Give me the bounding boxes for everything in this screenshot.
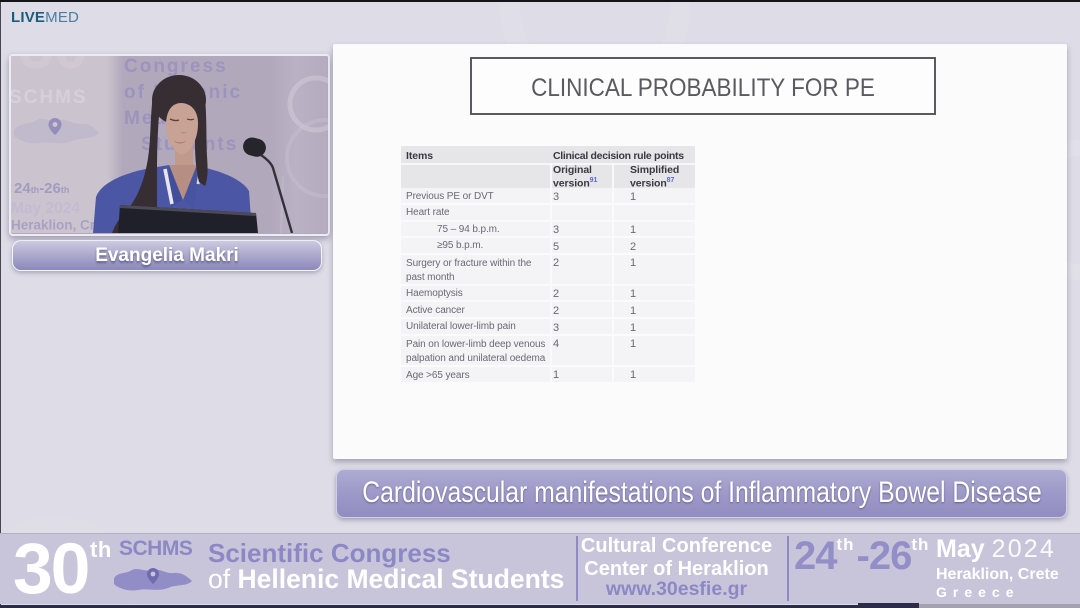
svg-text:Congress: Congress [124, 56, 228, 77]
svg-text:SCHMS: SCHMS [11, 87, 88, 108]
svg-text:24th-26th: 24th-26th [14, 180, 69, 197]
svg-text:Heraklion, Cre: Heraklion, Cre [11, 218, 103, 233]
svg-text:30: 30 [19, 56, 88, 82]
svg-text:May 2024: May 2024 [11, 200, 80, 217]
